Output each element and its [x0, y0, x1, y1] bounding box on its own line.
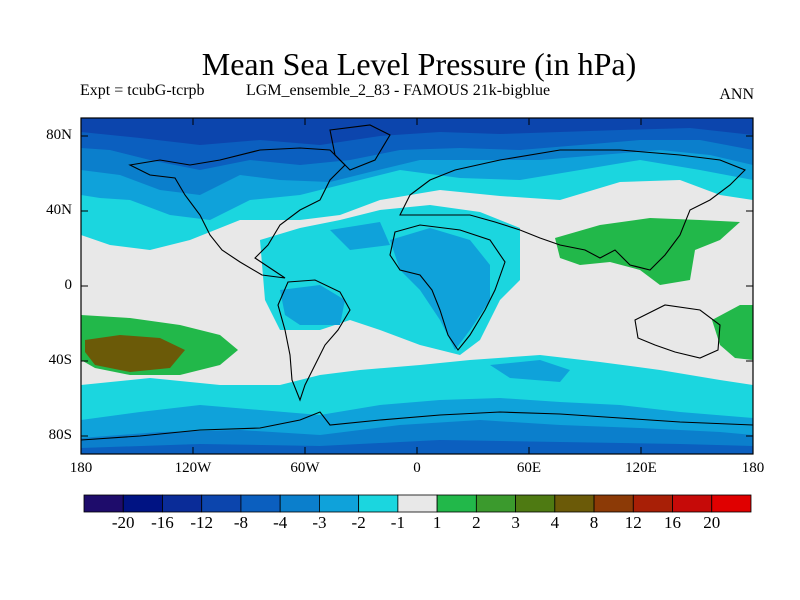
- colorbar-swatch: [554, 494, 595, 513]
- lon-label-180w: 180: [69, 460, 93, 476]
- field-atlantic-blue: [330, 222, 390, 250]
- colorbar-label: 8: [589, 513, 599, 532]
- colorbar-label: 20: [703, 513, 721, 532]
- colorbar-label: 2: [472, 513, 481, 532]
- field-north-blue5: [81, 118, 753, 145]
- lon-label-0: 0: [413, 460, 421, 476]
- field-asia-green: [555, 218, 740, 285]
- field-australia-green: [712, 305, 753, 360]
- colorbar-swatch: [358, 494, 399, 513]
- coast-south-america: [277, 279, 351, 402]
- lat-label-40s: 40S: [48, 352, 72, 368]
- field-southpacific-darkgreen: [85, 335, 185, 372]
- colorbar-swatch: [632, 494, 673, 513]
- colorbar-label: -8: [233, 513, 249, 532]
- colorbar-swatch: [515, 494, 556, 513]
- colorbar-swatch: [711, 494, 752, 513]
- colorbar-swatch: [475, 494, 516, 513]
- field-africa-blue: [390, 228, 490, 350]
- lon-label-60e: 60E: [516, 460, 542, 476]
- lon-label-120e: 120E: [625, 460, 657, 476]
- coast-australia: [634, 304, 721, 359]
- coast-antarctica: [81, 411, 753, 441]
- colorbar-label: -4: [273, 513, 288, 532]
- colorbar-swatch: [240, 494, 281, 513]
- colorbar-label: -16: [151, 513, 174, 532]
- colorbar-label: 3: [511, 513, 520, 532]
- colorbar-label: 4: [550, 513, 560, 532]
- colorbar-swatch: [162, 494, 203, 513]
- lon-label-60w: 60W: [290, 460, 320, 476]
- coast-greenland: [329, 124, 391, 171]
- colorbar-label: -12: [190, 513, 214, 532]
- colorbar-swatch: [279, 494, 320, 513]
- experiment-label: Expt = tcubG-tcrpb: [80, 82, 205, 99]
- colorbar-label: -20: [111, 513, 135, 532]
- lat-label-80n: 80N: [46, 127, 72, 143]
- field-indian-blue: [490, 360, 570, 382]
- season-label: ANN: [719, 86, 754, 103]
- colorbar-label: 16: [664, 513, 682, 532]
- colorbar-swatch: [672, 494, 713, 513]
- lon-label-180e: 180: [741, 460, 765, 476]
- colorbar-swatch: [436, 494, 477, 513]
- lon-label-120w: 120W: [174, 460, 212, 476]
- coast-north-america: [128, 147, 346, 279]
- lat-label-80s: 80S: [48, 427, 72, 443]
- pressure-field: [81, 118, 753, 454]
- colorbar: [83, 494, 752, 513]
- colorbar-swatch: [397, 494, 438, 513]
- colorbar-swatch: [201, 494, 242, 513]
- coastlines: [81, 124, 753, 441]
- field-southamerica-blue: [280, 285, 345, 325]
- lat-label-40n: 40N: [46, 202, 72, 218]
- colorbar-swatch: [83, 494, 124, 513]
- colorbar-swatch: [122, 494, 163, 513]
- axis-ticks: [80, 118, 754, 454]
- chart-title: Mean Sea Level Pressure (in hPa): [201, 46, 637, 82]
- lat-label-0: 0: [64, 277, 73, 293]
- ensemble-label: LGM_ensemble_2_83 - FAMOUS 21k-bigblue: [246, 82, 551, 99]
- colorbar-swatch: [593, 494, 634, 513]
- coast-europe-asia: [399, 149, 746, 271]
- colorbar-label: -1: [390, 513, 405, 532]
- colorbar-swatch: [319, 494, 360, 513]
- colorbar-label: -3: [312, 513, 327, 532]
- colorbar-label: 1: [432, 513, 442, 532]
- colorbar-label: 12: [624, 513, 642, 532]
- coast-africa: [389, 224, 506, 351]
- colorbar-label: -2: [351, 513, 366, 532]
